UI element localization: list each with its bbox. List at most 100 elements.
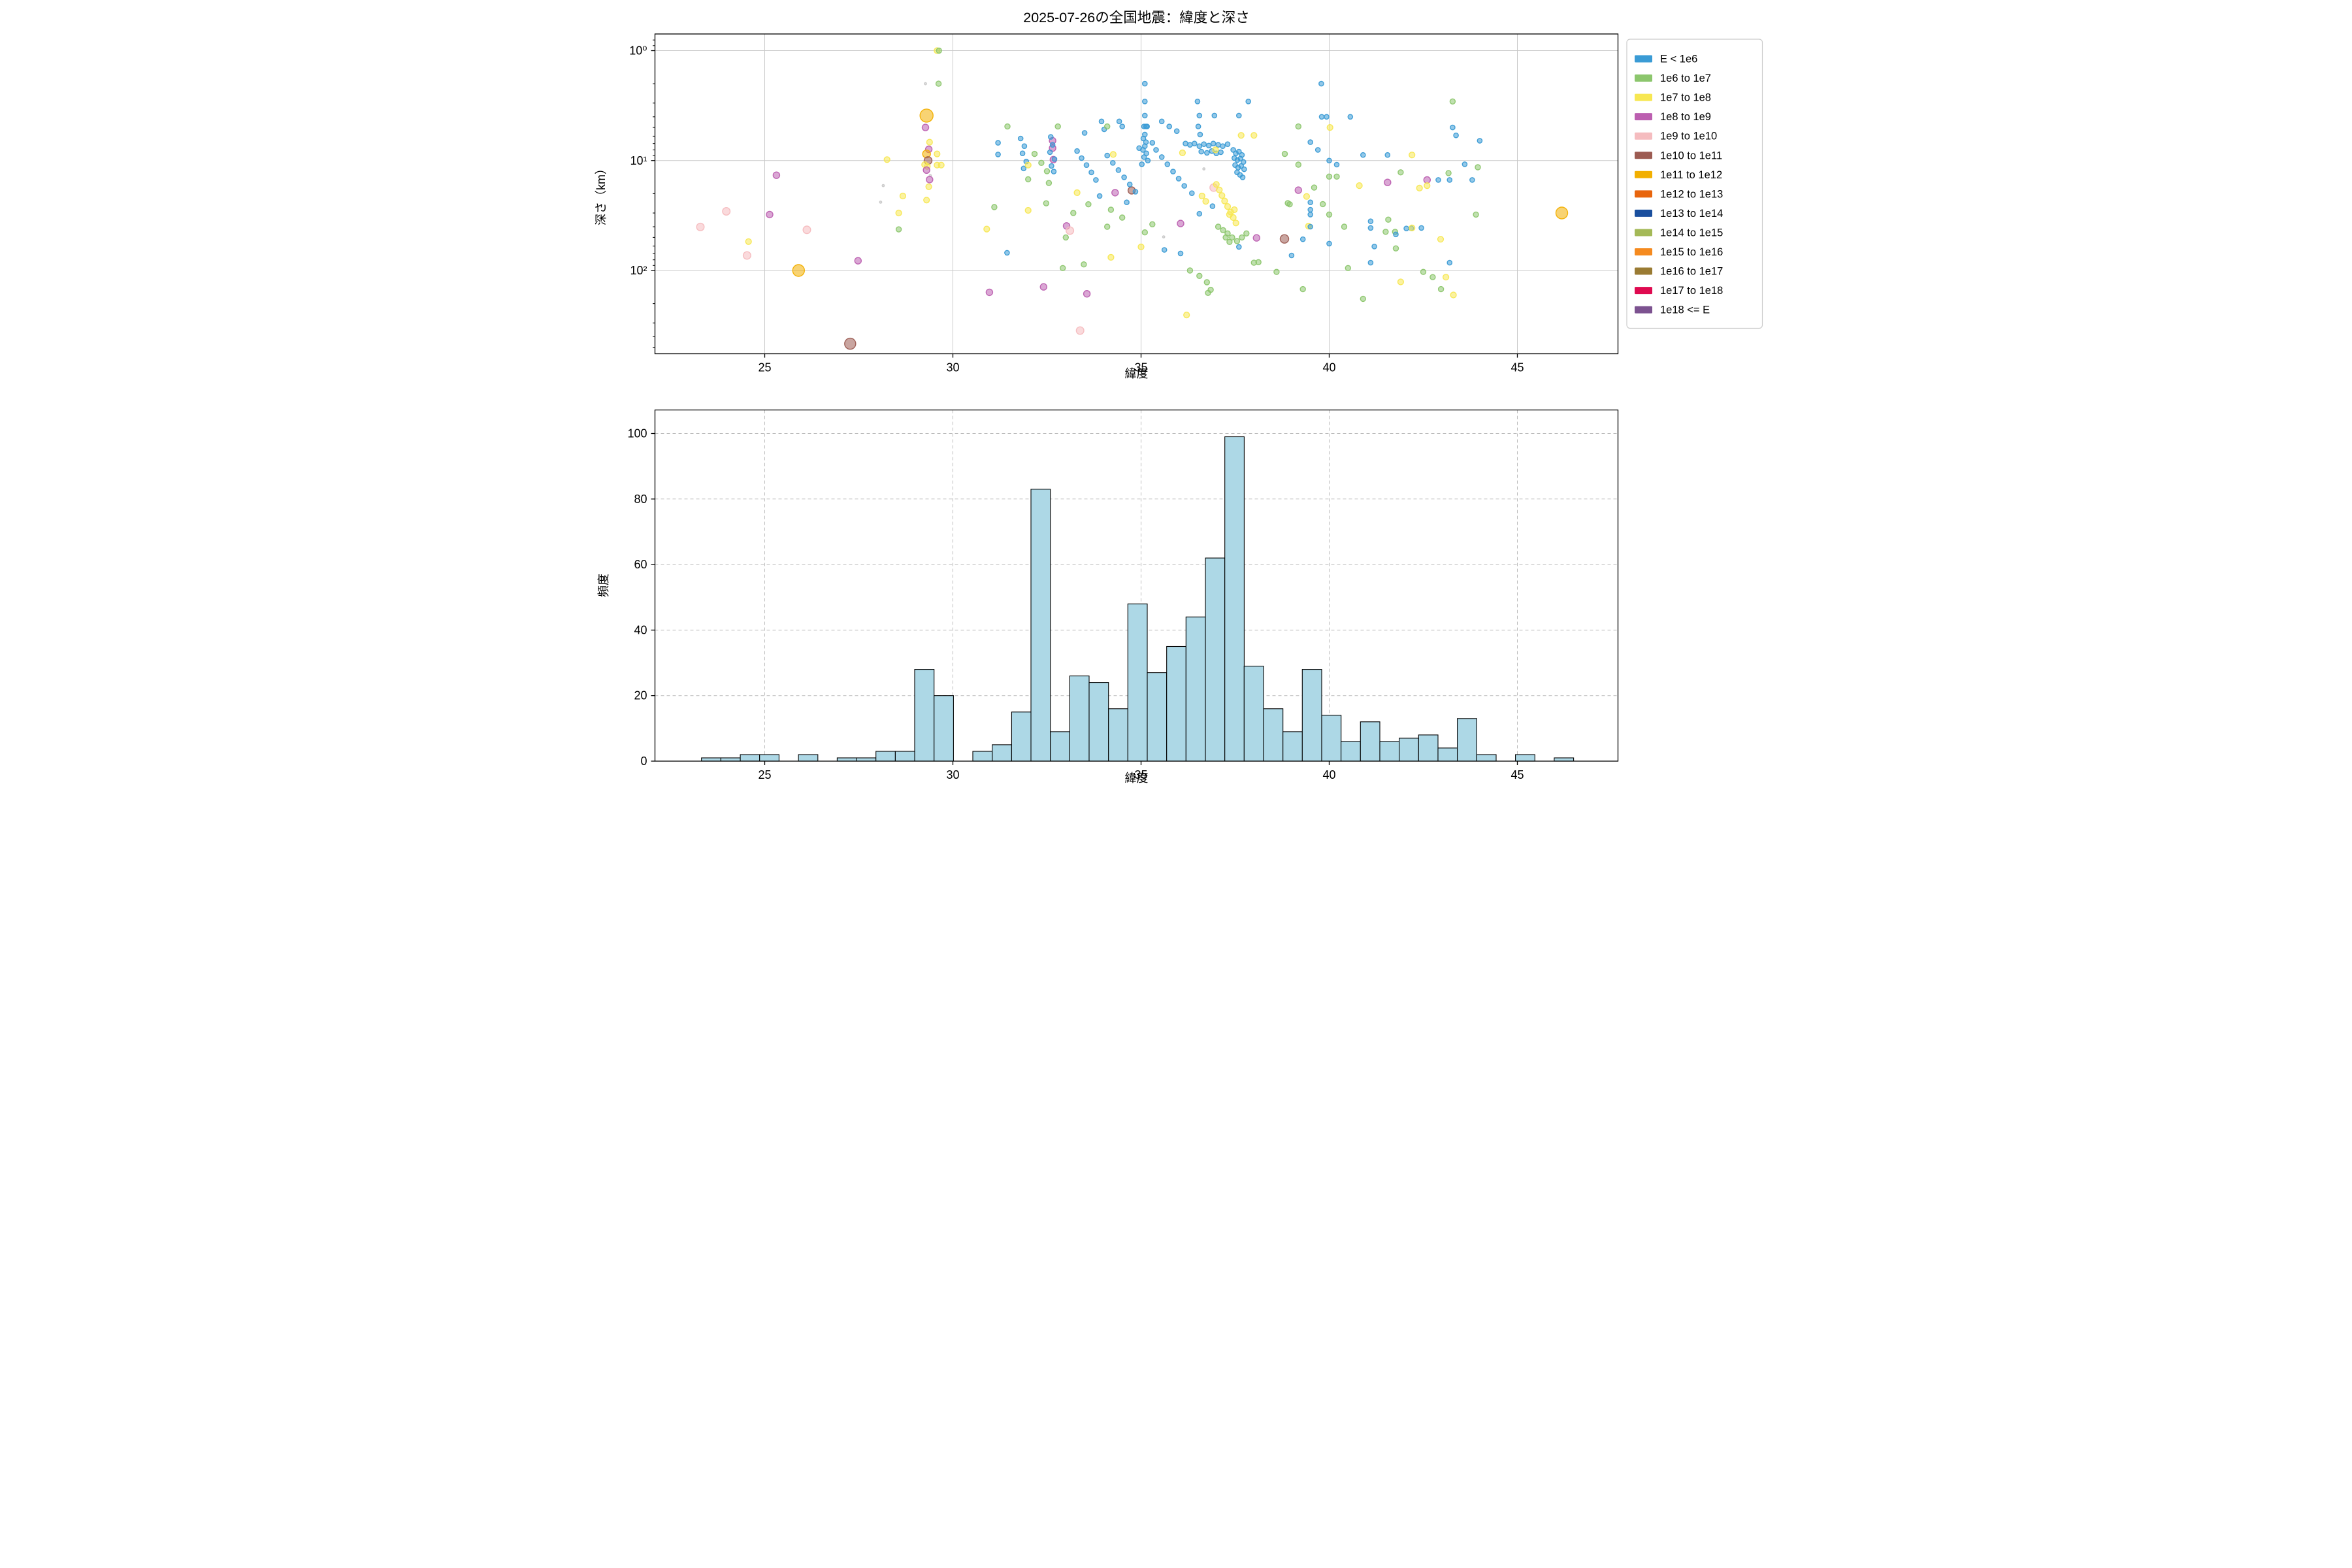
scatter-point	[1239, 234, 1245, 241]
legend-swatch	[1635, 74, 1652, 82]
scatter-point	[792, 264, 805, 277]
histogram-bar	[875, 751, 896, 762]
scatter-point	[1104, 223, 1111, 230]
histogram-bar	[856, 757, 877, 762]
scatter-yaxis-label: 深さ（km）	[595, 163, 608, 225]
scatter-point	[1236, 244, 1242, 250]
scatter-point	[1139, 161, 1145, 167]
scatter-point	[881, 184, 885, 188]
scatter-point	[1051, 169, 1057, 174]
scatter-point	[1202, 198, 1209, 205]
legend-item: 1e13 to 1e14	[1635, 208, 1723, 220]
scatter-point	[1307, 206, 1313, 213]
histogram-bar	[1399, 738, 1419, 762]
scatter-point	[1385, 216, 1392, 223]
histogram-bar	[1301, 669, 1322, 762]
scatter-point	[1239, 174, 1246, 180]
scatter-point	[1004, 123, 1011, 130]
scatter-point	[1469, 177, 1475, 183]
scatter-point	[1153, 147, 1159, 153]
legend-swatch	[1635, 248, 1652, 255]
legend-swatch	[1635, 55, 1652, 63]
scatter-point	[1017, 135, 1024, 142]
figure-canvas: 2025-07-26の全国地震：緯度と深さ 25 30 35 40 45 10⁰ 10¹ 10…	[588, 0, 1764, 784]
scatter-point	[1173, 128, 1180, 134]
scatter-point	[1183, 140, 1188, 146]
scatter-point	[1186, 267, 1194, 274]
scatter-point	[1333, 161, 1340, 168]
scatter-point	[1224, 141, 1231, 147]
scatter-point	[935, 80, 942, 87]
scatter-point	[1420, 269, 1427, 275]
scatter-point	[1475, 164, 1481, 171]
scatter-point	[1203, 279, 1210, 286]
scatter-point	[1107, 253, 1115, 261]
scatter-point	[1319, 201, 1326, 208]
scatter-point	[1062, 234, 1069, 241]
scatter-point	[899, 192, 907, 200]
legend-frame	[1626, 39, 1763, 329]
scatter-point	[1038, 159, 1045, 167]
scatter-point	[1177, 220, 1184, 227]
scatter-point	[1145, 157, 1151, 164]
scatter-point	[924, 82, 927, 86]
scatter-point	[1232, 220, 1239, 227]
y-tick-label: 100	[627, 427, 647, 440]
scatter-point	[1392, 245, 1399, 252]
legend-swatch	[1635, 267, 1652, 275]
legend-swatch	[1635, 229, 1652, 237]
histogram-bar	[1205, 557, 1226, 762]
histogram-bar	[1185, 616, 1206, 762]
scatter-point	[1307, 223, 1313, 230]
scatter-point	[1162, 235, 1166, 238]
scatter-point	[1158, 118, 1165, 125]
scatter-point	[1326, 157, 1332, 164]
scatter-point	[1093, 177, 1099, 183]
scatter-point	[1196, 143, 1203, 149]
histogram-bar	[1011, 711, 1032, 762]
scatter-point	[983, 225, 990, 233]
histogram-bar	[836, 757, 857, 762]
scatter-point	[934, 150, 941, 157]
scatter-point	[1189, 190, 1195, 197]
histogram-bar	[894, 751, 915, 762]
scatter-point	[1085, 201, 1092, 208]
scatter-point	[1367, 225, 1374, 231]
scatter-point	[1236, 148, 1242, 155]
scatter-point	[1333, 173, 1340, 180]
scatter-point	[895, 226, 902, 233]
scatter-point	[1209, 203, 1216, 209]
scatter-point	[1318, 114, 1325, 120]
scatter-point	[1048, 134, 1054, 140]
scatter-point	[1104, 123, 1111, 130]
scatter-point	[1024, 161, 1032, 169]
scatter-point	[1116, 118, 1122, 125]
scatter-point	[772, 171, 781, 179]
scatter-point	[923, 197, 930, 204]
legend-label: 1e7 to 1e8	[1660, 92, 1711, 104]
scatter-point	[1218, 192, 1226, 199]
scatter-point	[1149, 140, 1156, 146]
scatter-point	[1192, 140, 1198, 146]
chart-title: 2025-07-26の全国地震：緯度と深さ	[1023, 10, 1249, 25]
scatter-point	[1311, 184, 1318, 191]
legend-label: E < 1e6	[1660, 54, 1697, 65]
legend-swatch	[1635, 209, 1652, 217]
scatter-point	[1149, 221, 1156, 227]
histogram-bar	[798, 754, 819, 762]
legend: E < 1e6 1e6 to 1e7 1e7 to 1e8 1e8 to 1e9 1e9…	[1626, 39, 1763, 329]
scatter-point	[1205, 142, 1212, 149]
scatter-point	[925, 183, 932, 190]
histogram-bar	[1437, 747, 1458, 762]
legend-swatch	[1635, 171, 1652, 178]
histogram-bar	[1108, 708, 1128, 762]
scatter-point	[1110, 159, 1116, 166]
scatter-xaxis-label: 緯度	[1125, 367, 1149, 380]
histogram-bar	[1360, 721, 1380, 762]
scatter-point	[1204, 150, 1210, 156]
scatter-point	[854, 257, 862, 265]
scatter-point	[991, 204, 998, 210]
histogram-bar	[1418, 734, 1439, 762]
scatter-point	[722, 207, 731, 216]
scatter-point	[1450, 124, 1456, 131]
